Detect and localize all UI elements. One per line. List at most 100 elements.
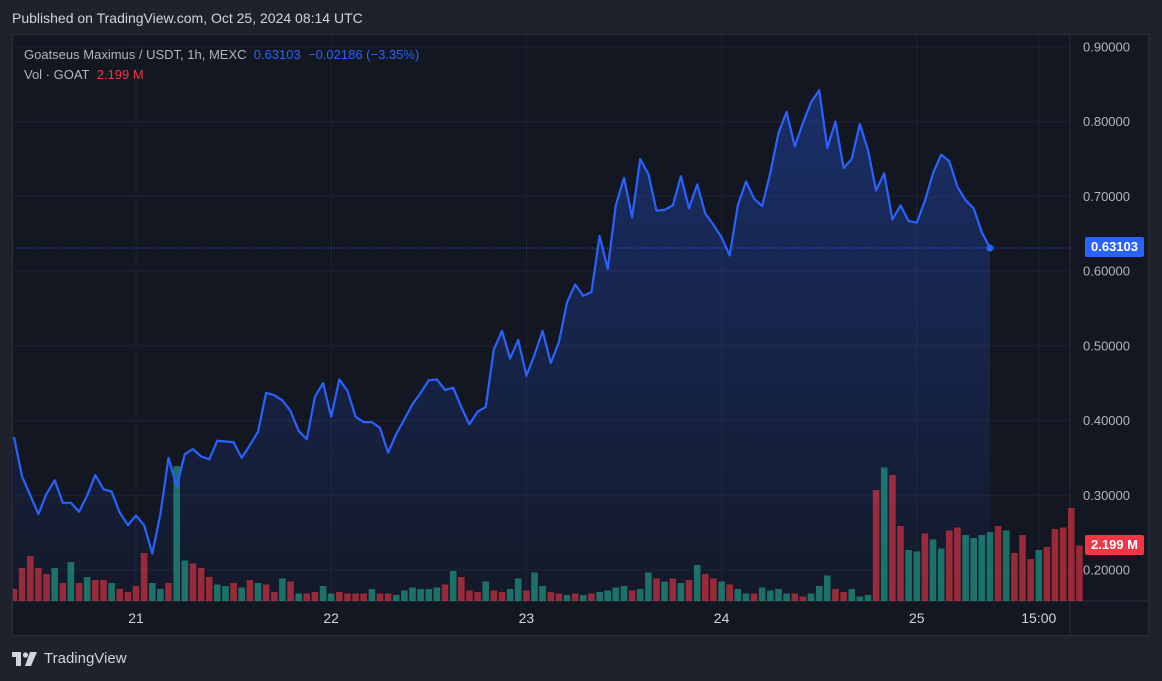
x-tick-label: 25 xyxy=(909,610,925,626)
tradingview-brand: TradingView xyxy=(44,650,127,667)
volume-bar xyxy=(742,593,750,601)
volume-bar xyxy=(1011,553,1018,601)
volume-bar xyxy=(92,580,99,601)
volume-bar xyxy=(954,527,961,601)
volume-bar xyxy=(848,589,855,601)
y-tick-label: 0.70000 xyxy=(1083,189,1130,204)
volume-bar xyxy=(344,593,351,601)
volume-bar xyxy=(287,581,294,601)
volume-bar xyxy=(1059,527,1067,601)
y-tick-label: 0.60000 xyxy=(1083,264,1130,279)
volume-bar xyxy=(832,589,839,601)
volume-bar xyxy=(327,593,335,601)
volume-bar xyxy=(506,589,514,601)
tradingview-logo[interactable]: TradingView xyxy=(12,650,127,667)
volume-bar xyxy=(799,596,807,601)
volume-bar xyxy=(750,593,758,601)
volume-bar xyxy=(474,592,481,601)
volume-bar xyxy=(67,562,75,601)
legend-symbol-row: Goatseus Maximus / USDT, 1h, MEXC 0.6310… xyxy=(24,45,419,65)
volume-bar xyxy=(978,535,986,601)
volume-bar xyxy=(189,563,197,601)
volume-bar xyxy=(710,578,717,601)
volume-bar xyxy=(376,593,384,601)
legend-change: −0.02186 (−3.35%) xyxy=(307,47,420,62)
volume-bar xyxy=(636,589,644,601)
volume-bar xyxy=(441,584,449,601)
volume-bar xyxy=(807,593,815,601)
price-chart[interactable]: 0.90000 0.80000 0.70000 0.60000 0.50000 0.400… xyxy=(13,35,1148,635)
volume-bar xyxy=(1068,508,1075,601)
y-tick-label: 0.20000 xyxy=(1083,563,1130,578)
volume-bar xyxy=(140,553,148,601)
volume-bar xyxy=(75,583,83,601)
x-tick-label: 22 xyxy=(323,610,339,626)
volume-bar xyxy=(271,592,278,601)
volume-bar xyxy=(51,568,58,601)
volume-bar xyxy=(1076,545,1083,601)
volume-bar xyxy=(555,593,563,601)
volume-bar xyxy=(368,589,376,601)
volume-bar xyxy=(986,532,994,601)
volume-bar xyxy=(693,565,701,601)
volume-bar xyxy=(238,587,245,601)
volume-bar xyxy=(336,592,343,601)
volume-bar xyxy=(433,587,441,601)
volume-bar xyxy=(401,590,408,601)
volume-bar xyxy=(262,584,270,601)
volume-bar xyxy=(319,586,327,601)
volume-bar xyxy=(726,584,733,601)
volume-bar xyxy=(563,595,571,601)
volume-bar xyxy=(108,583,115,601)
volume-bar xyxy=(824,575,831,601)
volume-bar xyxy=(124,592,132,601)
chart-panel[interactable]: 0.90000 0.80000 0.70000 0.60000 0.50000 0.400… xyxy=(12,34,1149,636)
y-tick-label: 0.40000 xyxy=(1083,413,1130,428)
volume-bar xyxy=(913,551,921,601)
volume-bar xyxy=(880,467,888,601)
volume-bar xyxy=(1043,547,1051,601)
legend-volume-value: 2.199 M xyxy=(96,67,144,82)
volume-bar xyxy=(775,589,782,601)
volume-bar xyxy=(230,583,237,601)
volume-bar xyxy=(767,590,774,601)
volume-bar xyxy=(59,583,67,601)
volume-bar xyxy=(523,590,530,601)
volume-bar xyxy=(13,589,18,601)
volume-bar xyxy=(889,475,896,601)
volume-bar xyxy=(311,592,319,601)
volume-bar xyxy=(181,560,189,601)
volume-bar xyxy=(173,466,180,601)
volume-bar xyxy=(18,568,26,601)
y-tick-label: 0.30000 xyxy=(1083,488,1130,503)
volume-bar xyxy=(384,593,392,601)
volume-bar xyxy=(718,581,725,601)
published-caption: Published on TradingView.com, Oct 25, 20… xyxy=(12,10,363,26)
legend-symbol[interactable]: Goatseus Maximus / USDT, 1h, MEXC xyxy=(24,47,247,62)
volume-bar xyxy=(482,581,489,601)
last-price-tag: 0.63103 xyxy=(1085,236,1144,257)
volume-bar xyxy=(246,580,254,601)
volume-bar xyxy=(466,590,473,601)
volume-bar xyxy=(612,587,620,601)
volume-bar xyxy=(669,578,677,601)
volume-bar xyxy=(222,586,229,601)
volume-bar xyxy=(994,526,1002,601)
legend-volume-label[interactable]: Vol · GOAT xyxy=(24,67,90,82)
last-price-marker xyxy=(986,244,994,252)
volume-bar xyxy=(360,593,367,601)
volume-bar xyxy=(295,593,302,601)
volume-bar xyxy=(214,584,221,601)
volume-bar xyxy=(490,590,498,601)
volume-bar xyxy=(962,535,969,601)
volume-bar xyxy=(1027,559,1034,601)
volume-bar xyxy=(205,577,213,601)
y-tick-label: 0.50000 xyxy=(1083,338,1130,353)
volume-bar xyxy=(132,586,140,601)
volume-bar xyxy=(677,583,685,601)
chart-legend: Goatseus Maximus / USDT, 1h, MEXC 0.6310… xyxy=(24,45,419,85)
volume-bar xyxy=(929,539,937,601)
volume-bar xyxy=(653,578,660,601)
volume-bar xyxy=(458,577,465,601)
volume-bar xyxy=(417,589,424,601)
